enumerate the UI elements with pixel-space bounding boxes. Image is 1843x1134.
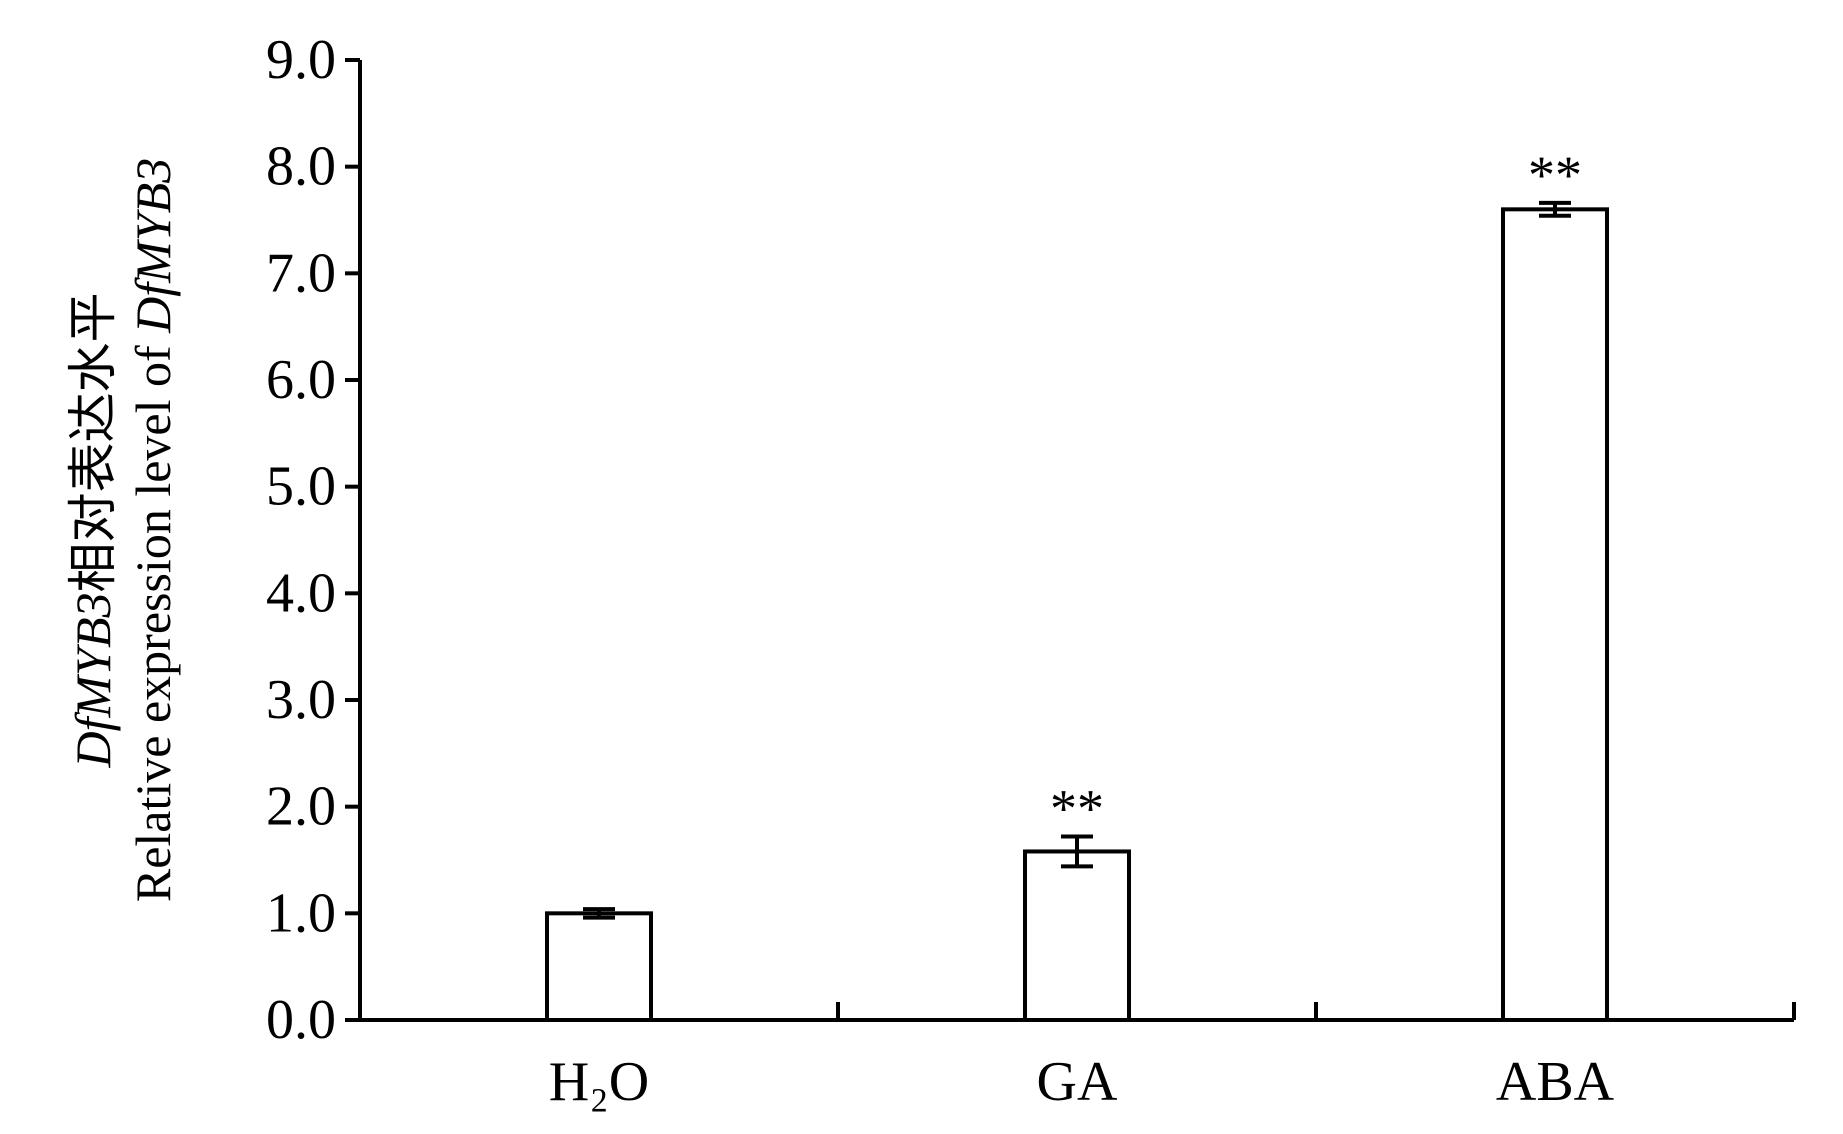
- y-axis-title-line2: Relative expression level of DfMYB3: [125, 158, 181, 902]
- bar: [545, 911, 653, 1022]
- y-tick-label: 9.0: [266, 29, 336, 91]
- y-tick-label: 0.0: [266, 989, 336, 1051]
- y-tick-label: 1.0: [266, 882, 336, 944]
- y-axis-title-line2-text: Relative expression level of: [125, 333, 181, 902]
- y-axis-title-line2-gene: DfMYB3: [125, 158, 181, 334]
- y-tick-label: 3.0: [266, 669, 336, 731]
- y-axis-title-line1-text: 相对表达水平: [65, 293, 121, 593]
- y-tick-label: 7.0: [266, 242, 336, 304]
- y-axis-title-line1-gene: DfMYB3: [65, 593, 121, 769]
- x-category-label: GA: [1037, 1051, 1118, 1113]
- y-axis-title-line1: DfMYB3相对表达水平: [65, 293, 121, 769]
- y-tick-label: 6.0: [266, 349, 336, 411]
- y-tick-label: 8.0: [266, 136, 336, 198]
- bar: [1023, 849, 1131, 1023]
- y-tick-label: 5.0: [266, 456, 336, 518]
- x-category-label: ABA: [1496, 1051, 1615, 1113]
- significance-label: **: [1050, 779, 1104, 839]
- y-axis-title: DfMYB3相对表达水平 Relative expression level o…: [65, 158, 181, 902]
- plot-area: 0.0 1.0 2.0 3.0 4.0 5.0 6.0 7.0 8.0 9.0 H₂O ** GA ** A…: [266, 29, 1796, 1113]
- y-tick-label: 4.0: [266, 562, 336, 624]
- bar: [1501, 207, 1609, 1023]
- y-tick-label: 2.0: [266, 776, 336, 838]
- significance-label: **: [1528, 145, 1582, 205]
- x-category-label: H₂O: [549, 1051, 649, 1113]
